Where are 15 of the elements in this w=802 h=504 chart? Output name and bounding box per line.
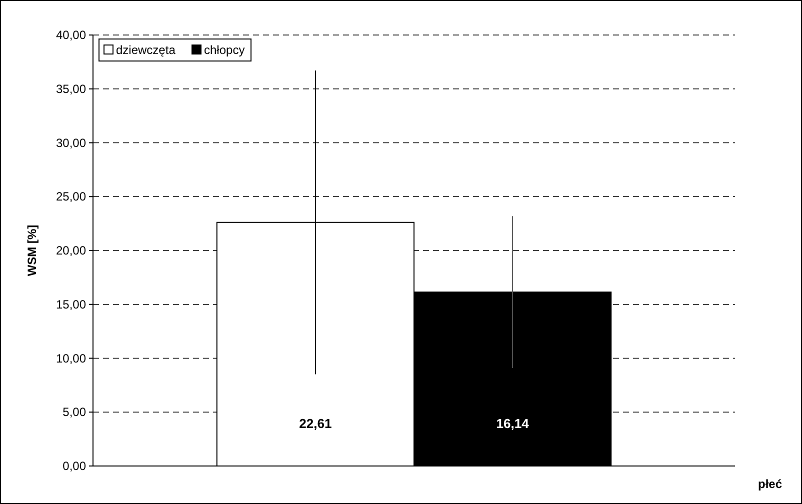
y-tick-label: 20,00 bbox=[56, 244, 86, 258]
x-axis-title: płeć bbox=[758, 477, 782, 491]
data-label: 16,14 bbox=[496, 416, 530, 431]
data-label: 22,61 bbox=[299, 416, 332, 431]
y-tick-label: 5,00 bbox=[62, 405, 86, 420]
y-tick-label: 15,00 bbox=[56, 297, 86, 312]
y-tick-label: 40,00 bbox=[56, 28, 86, 42]
y-tick-label: 25,00 bbox=[56, 190, 86, 204]
y-tick-label: 0,00 bbox=[62, 459, 86, 473]
legend-label: dziewczęta bbox=[116, 43, 176, 57]
y-tick-label: 30,00 bbox=[56, 136, 86, 150]
y-axis-title: WSM [%] bbox=[25, 224, 39, 276]
y-tick-label: 10,00 bbox=[56, 351, 86, 366]
y-tick-label: 35,00 bbox=[56, 82, 86, 96]
legend-label: chłopcy bbox=[204, 43, 245, 57]
